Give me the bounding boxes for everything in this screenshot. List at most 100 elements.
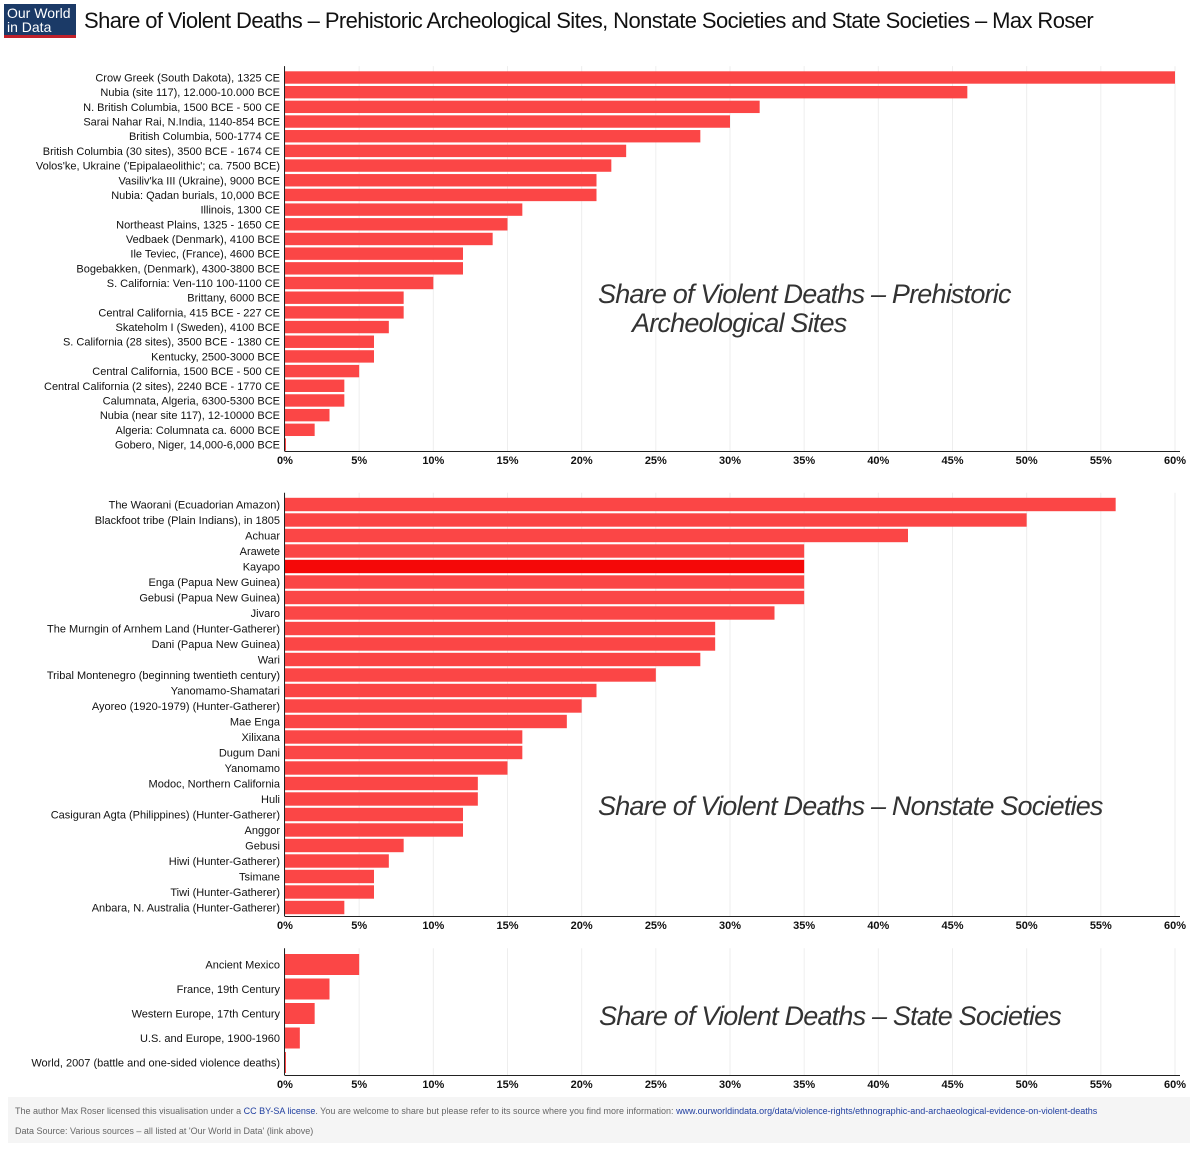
category-label: Gebusi (Papua New Guinea) [139,593,280,605]
category-label: Central California (2 sites), 2240 BCE -… [44,381,280,393]
violent-deaths-chart: Crow Greek (South Dakota), 1325 CE Nubia … [31,66,1186,1091]
tick-label: 55% [1090,455,1112,467]
bar [285,100,760,114]
tick-label: 5% [351,1079,367,1091]
bar [285,276,434,290]
bar [285,159,612,172]
tick-label: 25% [645,1079,667,1091]
category-label: Yanomamo-Shamatari [171,686,280,698]
category-label: Modoc, Northern California [149,779,281,791]
our-world-in-data-logo[interactable]: Our World in Data [4,4,76,38]
category-label: Kentucky, 2500-3000 BCE [151,351,280,363]
category-label: British Columbia (30 sites), 3500 BCE - … [43,146,280,158]
tick-label: 10% [422,455,444,467]
bar [285,513,1027,527]
category-label: British Columbia, 500-1774 CE [129,131,280,143]
category-label: The Murngin of Arnhem Land (Hunter-Gathe… [47,624,280,636]
bar [285,792,478,806]
bar [285,115,730,128]
license-text-post: . You are welcome to share but please re… [315,1106,674,1116]
category-label: Volos'ke, Ukraine ('Epipalaeolithic'; ca… [36,161,280,173]
tick-label: 40% [867,455,889,467]
tick-label: 50% [1016,1079,1038,1091]
category-label: Vasiliv'ka III (Ukraine), 9000 BCE [119,175,280,187]
tick-label: 50% [1016,920,1038,932]
bar [285,776,478,791]
category-label: Gobero, Niger, 14,000-6,000 BCE [115,440,280,452]
bar [285,869,374,884]
bar [285,854,389,868]
bar [285,232,493,246]
bar [285,130,701,143]
tick-label: 45% [941,1079,963,1091]
bar [285,1027,300,1049]
panel-title: Share of Violent Deaths – State Societie… [599,1001,1061,1031]
category-label: Arawete [240,546,280,558]
bar [285,590,805,605]
tick-label: 55% [1090,920,1112,932]
bar [285,423,315,437]
tick-label: 20% [571,920,593,932]
bar [285,606,775,620]
bar [285,652,701,667]
bar [285,544,805,558]
category-label: Central California, 1500 BCE - 500 CE [92,366,280,378]
bar [285,823,463,837]
tick-label: 30% [719,920,741,932]
bar [285,291,404,304]
tick-label: 50% [1016,455,1038,467]
category-label: Nubia (site 117), 12.000-10.000 BCE [100,87,280,99]
bar [285,637,716,651]
category-label: Gebusi [245,841,280,853]
bar [285,528,908,543]
logo-line-2: in Data [7,19,52,35]
category-label: Illinois, 1300 CE [201,205,281,217]
bar [285,807,463,822]
category-label: Algeria: Columnata ca. 6000 BCE [116,425,280,437]
bar [285,1052,286,1073]
bar [285,408,330,422]
data-source-note: Data Source: Various sources – all liste… [15,1126,314,1136]
category-label: Mae Enga [230,717,281,729]
category-label: Ayoreo (1920-1979) (Hunter-Gatherer) [92,701,280,713]
category-label: Achuar [245,531,280,543]
category-label: Ancient Mexico [205,960,280,972]
panel-title: Archeological Sites [630,308,847,338]
bar [285,900,345,915]
category-label: Tiwi (Hunter-Gatherer) [170,887,280,899]
header: Our World in Data Share of Violent Death… [0,0,1200,44]
tick-label: 15% [496,455,518,467]
tick-label: 20% [571,1079,593,1091]
bar [285,350,374,363]
license-link[interactable]: CC BY-SA license [243,1106,316,1116]
bar [285,621,716,636]
license-text-pre: The author Max Roser licensed this visua… [15,1106,242,1116]
category-label: Yanomamo [225,763,280,775]
source-link[interactable]: www.ourworldindata.org/data/violence-rig… [676,1106,1098,1116]
bar [285,306,404,319]
bar [285,394,345,407]
category-label: Wari [258,655,280,667]
bar [285,364,360,378]
bar [285,247,463,260]
tick-label: 40% [867,920,889,932]
panel-title: Share of Violent Deaths – Nonstate Socie… [598,791,1103,821]
bar [285,1003,315,1024]
tick-label: 0% [277,455,293,467]
tick-label: 55% [1090,1079,1112,1091]
tick-label: 20% [571,455,593,467]
bar [285,954,360,975]
tick-label: 45% [941,455,963,467]
category-label: World, 2007 (battle and one-sided violen… [31,1058,280,1070]
bar [285,885,374,899]
bar [285,71,1175,84]
category-label: Tribal Montenegro (beginning twentieth c… [47,670,280,682]
tick-label: 60% [1164,455,1186,467]
bar [285,730,523,744]
category-label: Anggor [245,825,281,837]
category-label: Anbara, N. Australia (Hunter-Gatherer) [92,903,280,915]
category-label: Calumnata, Algeria, 6300-5300 BCE [103,395,280,407]
tick-label: 15% [496,920,518,932]
logo-line-1: Our World [7,5,71,21]
bar [285,745,523,760]
